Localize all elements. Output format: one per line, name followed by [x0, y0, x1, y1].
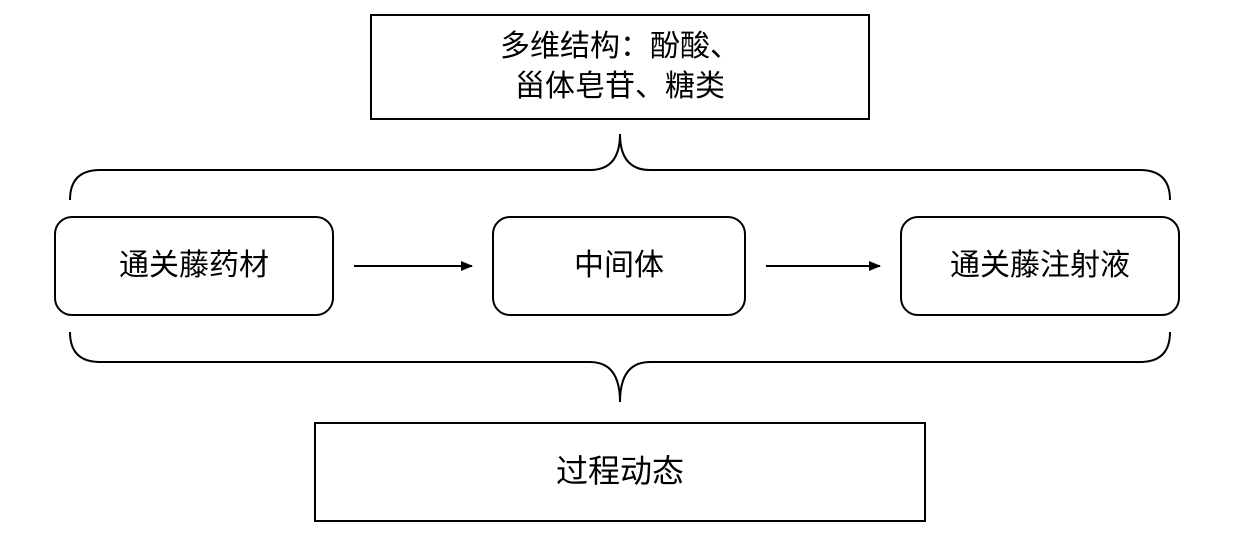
- bottom-box: 过程动态: [314, 422, 926, 522]
- bottom-box-label: 过程动态: [556, 450, 684, 493]
- node-left-label: 通关藤药材: [119, 246, 269, 287]
- top-line1: 多维结构：酚酸、: [500, 30, 740, 63]
- node-right-label: 通关藤注射液: [950, 246, 1130, 287]
- node-left: 通关藤药材: [54, 216, 334, 316]
- brace-top: [70, 134, 1170, 200]
- brace-bottom: [70, 332, 1170, 402]
- top-box: 多维结构：酚酸、 甾体皂苷、糖类: [370, 14, 870, 120]
- top-line2: 甾体皂苷、糖类: [515, 70, 725, 103]
- diagram-canvas: 多维结构：酚酸、 甾体皂苷、糖类 通关藤药材 中间体 通关藤注射液 过程动态: [0, 0, 1239, 542]
- node-center: 中间体: [492, 216, 746, 316]
- top-box-text: 多维结构：酚酸、 甾体皂苷、糖类: [500, 27, 740, 108]
- node-right: 通关藤注射液: [900, 216, 1180, 316]
- node-center-label: 中间体: [574, 246, 664, 287]
